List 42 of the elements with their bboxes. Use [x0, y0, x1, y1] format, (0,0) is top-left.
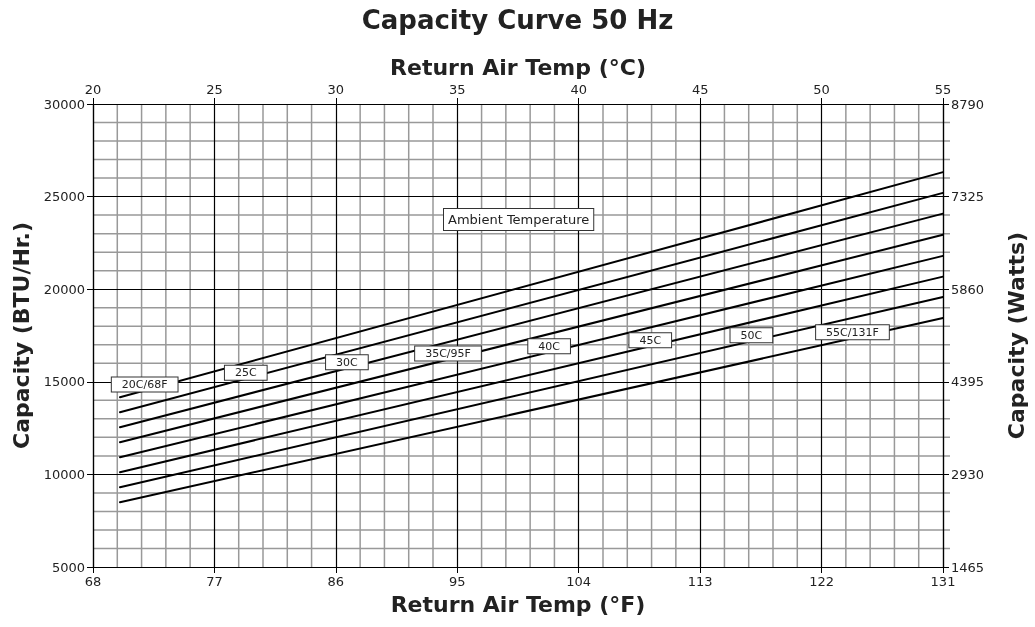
- y-tick-label: 25000: [43, 189, 85, 205]
- series-label: 45C: [639, 333, 662, 347]
- x2-tick-label: 20: [84, 82, 102, 97]
- x-tick-label: 131: [930, 574, 956, 589]
- chart-title: Capacity Curve 50 Hz: [361, 5, 674, 35]
- x2-axis-title: Return Air Temp (°C): [390, 54, 646, 80]
- x2-tick-label: 55: [934, 82, 952, 97]
- y-tick-label: 20000: [43, 281, 85, 297]
- y-tick-label: 10000: [43, 466, 85, 482]
- x-tick-label: 104: [566, 574, 592, 589]
- x2-tick-label: 35: [449, 82, 466, 97]
- y2-tick-label: 8790: [951, 96, 985, 112]
- y2-axis-title: Capacity (Watts): [1003, 231, 1029, 440]
- x2-tick-label: 25: [206, 82, 223, 97]
- y-tick-label: 15000: [43, 374, 85, 390]
- series-label: 40C: [538, 339, 561, 353]
- series-label: 25C: [234, 366, 257, 380]
- series-label: 50C: [740, 328, 763, 342]
- series-label: 20C/68F: [121, 377, 168, 391]
- y-tick-label: 30000: [43, 96, 85, 112]
- x2-tick-label: 50: [813, 82, 830, 97]
- y2-tick-label: 1465: [951, 559, 985, 575]
- y-axis-title: Capacity (BTU/Hr.): [9, 222, 35, 449]
- x-tick-label: 77: [206, 574, 223, 589]
- x-tick-label: 122: [809, 574, 834, 589]
- y-tick-label: 5000: [51, 559, 85, 575]
- x2-tick-label: 45: [691, 82, 709, 97]
- x-tick-label: 113: [687, 574, 713, 589]
- x2-tick-label: 40: [570, 82, 587, 97]
- x-tick-label: 86: [327, 574, 345, 589]
- x-tick-label: 95: [449, 574, 466, 589]
- annotation: Ambient Temperature: [448, 212, 590, 227]
- x-tick-label: 68: [84, 574, 102, 589]
- series-label: 35C/95F: [425, 347, 471, 360]
- y2-tick-label: 4395: [951, 374, 985, 390]
- x-axis-title: Return Air Temp (°F): [390, 591, 646, 617]
- x2-tick-label: 30: [327, 82, 345, 97]
- y2-tick-label: 2930: [951, 466, 985, 482]
- series-label: 55C/131F: [826, 325, 879, 339]
- y2-tick-label: 5860: [951, 281, 985, 297]
- series-label: 30C: [336, 355, 359, 369]
- y2-tick-label: 7325: [951, 189, 985, 205]
